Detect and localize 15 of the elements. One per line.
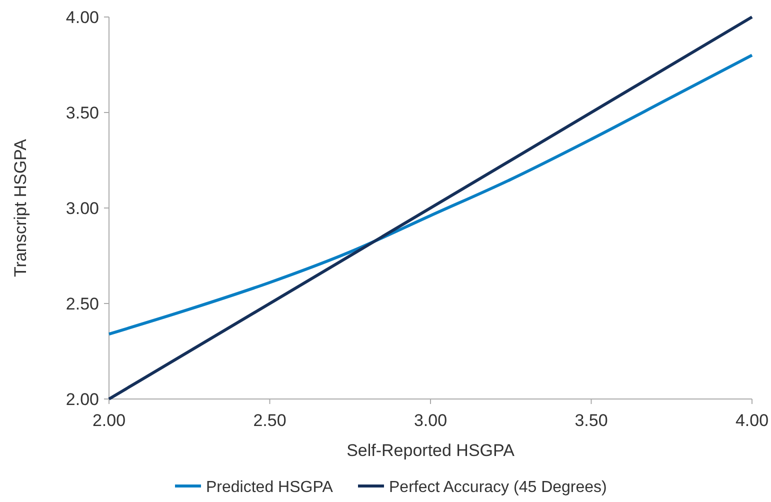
- y-tick-label: 4.00: [66, 8, 99, 27]
- x-tick-label: 2.50: [253, 411, 286, 430]
- x-tick-label: 2.00: [92, 411, 126, 430]
- y-tick-label: 2.50: [66, 294, 99, 314]
- y-tick-label: 3.50: [66, 103, 99, 122]
- x-tick-label: 3.00: [414, 411, 448, 430]
- y-axis-title: Transcript HSGPA: [11, 138, 30, 277]
- line-series: [108, 54, 754, 336]
- x-tick-label: 3.50: [574, 411, 608, 430]
- legend-label: Perfect Accuracy (45 Degrees): [389, 479, 607, 496]
- y-tick-label: 2.00: [66, 390, 99, 409]
- x-tick-label: 4.00: [735, 411, 769, 430]
- y-tick-label: 3.00: [66, 198, 99, 218]
- legend-label: Predicted HSGPA: [206, 479, 334, 496]
- x-axis-title: Self-Reported HSGPA: [346, 441, 516, 460]
